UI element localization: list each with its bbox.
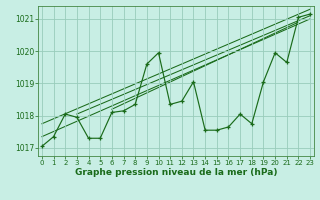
X-axis label: Graphe pression niveau de la mer (hPa): Graphe pression niveau de la mer (hPa) <box>75 168 277 177</box>
